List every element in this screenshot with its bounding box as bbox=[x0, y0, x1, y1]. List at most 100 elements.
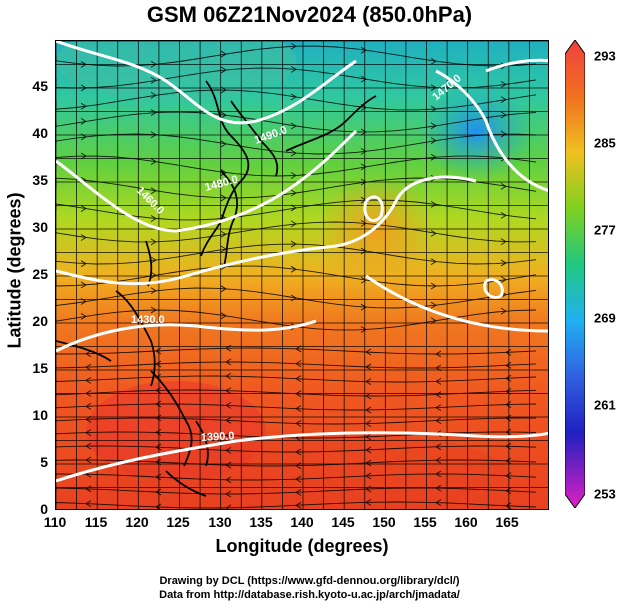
wind-arrow bbox=[360, 128, 367, 136]
wind-arrow bbox=[155, 458, 162, 466]
wind-arrow bbox=[505, 414, 512, 422]
wind-arrow bbox=[365, 459, 372, 467]
streamline bbox=[56, 199, 537, 221]
wind-arrow bbox=[360, 303, 367, 311]
wind-arrow bbox=[435, 456, 442, 464]
wind-arrow bbox=[150, 287, 157, 295]
wind-arrow bbox=[150, 215, 157, 222]
wind-arrow bbox=[435, 499, 442, 507]
wind-arrow bbox=[220, 285, 227, 293]
wind-arrow bbox=[290, 220, 297, 228]
wind-arrow bbox=[150, 271, 157, 279]
x-tick-label: 155 bbox=[413, 514, 437, 530]
wind-arrow bbox=[435, 443, 442, 451]
wind-arrow bbox=[500, 211, 507, 219]
wind-arrow bbox=[220, 66, 227, 74]
y-tick-label: 5 bbox=[40, 454, 48, 470]
wind-arrow bbox=[295, 345, 302, 353]
wind-arrow bbox=[80, 133, 87, 141]
streamline bbox=[56, 487, 537, 495]
wind-arrow bbox=[150, 91, 157, 99]
y-tick-label: 25 bbox=[32, 266, 48, 282]
wind-arrow bbox=[435, 378, 442, 385]
wind-arrow bbox=[295, 420, 302, 427]
wind-arrow bbox=[295, 488, 302, 496]
chart-title: GSM 06Z21Nov2024 (850.0hPa) bbox=[146, 2, 473, 27]
wind-arrow bbox=[155, 488, 162, 496]
y-tick-label: 20 bbox=[32, 313, 48, 329]
wind-arrow bbox=[80, 260, 87, 268]
wind-arrow bbox=[430, 229, 437, 237]
streamline bbox=[56, 89, 537, 111]
wind-arrow bbox=[365, 472, 372, 480]
wind-arrow bbox=[155, 443, 162, 451]
wind-arrow bbox=[435, 470, 442, 478]
wind-arrow bbox=[80, 152, 87, 160]
streamline bbox=[56, 177, 537, 199]
wind-arrow bbox=[505, 361, 512, 369]
streamline bbox=[56, 361, 537, 369]
wind-arrow bbox=[85, 485, 92, 493]
wind-arrow bbox=[430, 317, 437, 325]
wind-arrow bbox=[150, 109, 157, 116]
wind-arrow bbox=[365, 363, 372, 371]
wind-arrow bbox=[500, 182, 507, 190]
wind-arrow bbox=[295, 390, 302, 398]
wind-arrow bbox=[430, 282, 437, 290]
wind-arrow bbox=[435, 391, 442, 399]
cold-region bbox=[416, 81, 536, 181]
wind-arrow bbox=[505, 401, 512, 408]
wind-arrow bbox=[220, 194, 227, 202]
wind-arrow bbox=[430, 258, 437, 266]
wind-arrow bbox=[85, 429, 92, 436]
wind-arrow bbox=[150, 238, 157, 246]
wind-arrow bbox=[500, 111, 507, 119]
y-tick-label: 10 bbox=[32, 407, 48, 423]
wind-arrow bbox=[295, 405, 302, 413]
x-tick-label: 110 bbox=[43, 514, 67, 530]
wind-arrow bbox=[295, 475, 302, 483]
credit-data: Data from http://database.rish.kyoto-u.a… bbox=[159, 589, 460, 601]
contour-label: 1430.0 bbox=[131, 314, 165, 326]
streamline bbox=[56, 501, 537, 509]
x-tick-label: 130 bbox=[208, 514, 232, 530]
wind-arrow bbox=[225, 344, 232, 352]
wind-arrow bbox=[500, 238, 507, 246]
wind-arrow bbox=[500, 130, 507, 138]
wind-arrow bbox=[505, 502, 512, 509]
wind-arrow bbox=[220, 140, 227, 148]
x-tick-label: 120 bbox=[125, 514, 149, 530]
wind-arrow bbox=[85, 456, 92, 464]
wind-arrow bbox=[220, 111, 227, 119]
wind-arrow bbox=[225, 431, 232, 439]
wind-arrow bbox=[85, 350, 92, 358]
wind-arrow bbox=[150, 77, 157, 84]
wind-arrow bbox=[220, 169, 227, 176]
colorbar-tick-label: 269 bbox=[594, 310, 616, 326]
wind-arrow bbox=[500, 276, 507, 284]
height-contours bbox=[56, 41, 548, 483]
streamline bbox=[56, 347, 537, 355]
wind-arrow bbox=[290, 65, 297, 73]
x-tick-label: 150 bbox=[372, 514, 396, 530]
credit-drawing: Drawing by DCL (https://www.gfd-dennou.o… bbox=[159, 575, 460, 587]
wind-arrow bbox=[225, 446, 232, 454]
wind-arrow bbox=[150, 60, 157, 68]
wind-arrow bbox=[430, 200, 437, 208]
wind-arrow bbox=[85, 402, 92, 410]
wind-arrow bbox=[85, 415, 92, 423]
wind-arrow bbox=[360, 46, 367, 54]
x-tick-label: 125 bbox=[166, 514, 190, 530]
wind-arrow bbox=[290, 240, 297, 248]
wind-arrow bbox=[290, 93, 297, 101]
wind-arrow bbox=[220, 86, 227, 94]
wind-arrow bbox=[290, 294, 297, 302]
x-tick-label: 115 bbox=[84, 514, 108, 530]
colorbar-tick-label: 277 bbox=[594, 222, 616, 238]
colorbar-tick-label: 285 bbox=[594, 135, 616, 151]
wind-arrow bbox=[155, 429, 162, 436]
map-plot-area: 1490.0 1480.0 1460.0 1470.0 1430.0 1390.… bbox=[55, 40, 549, 510]
colorbar-scale bbox=[565, 40, 585, 508]
wind-arrow bbox=[430, 122, 437, 130]
x-tick-label: 135 bbox=[249, 514, 273, 530]
